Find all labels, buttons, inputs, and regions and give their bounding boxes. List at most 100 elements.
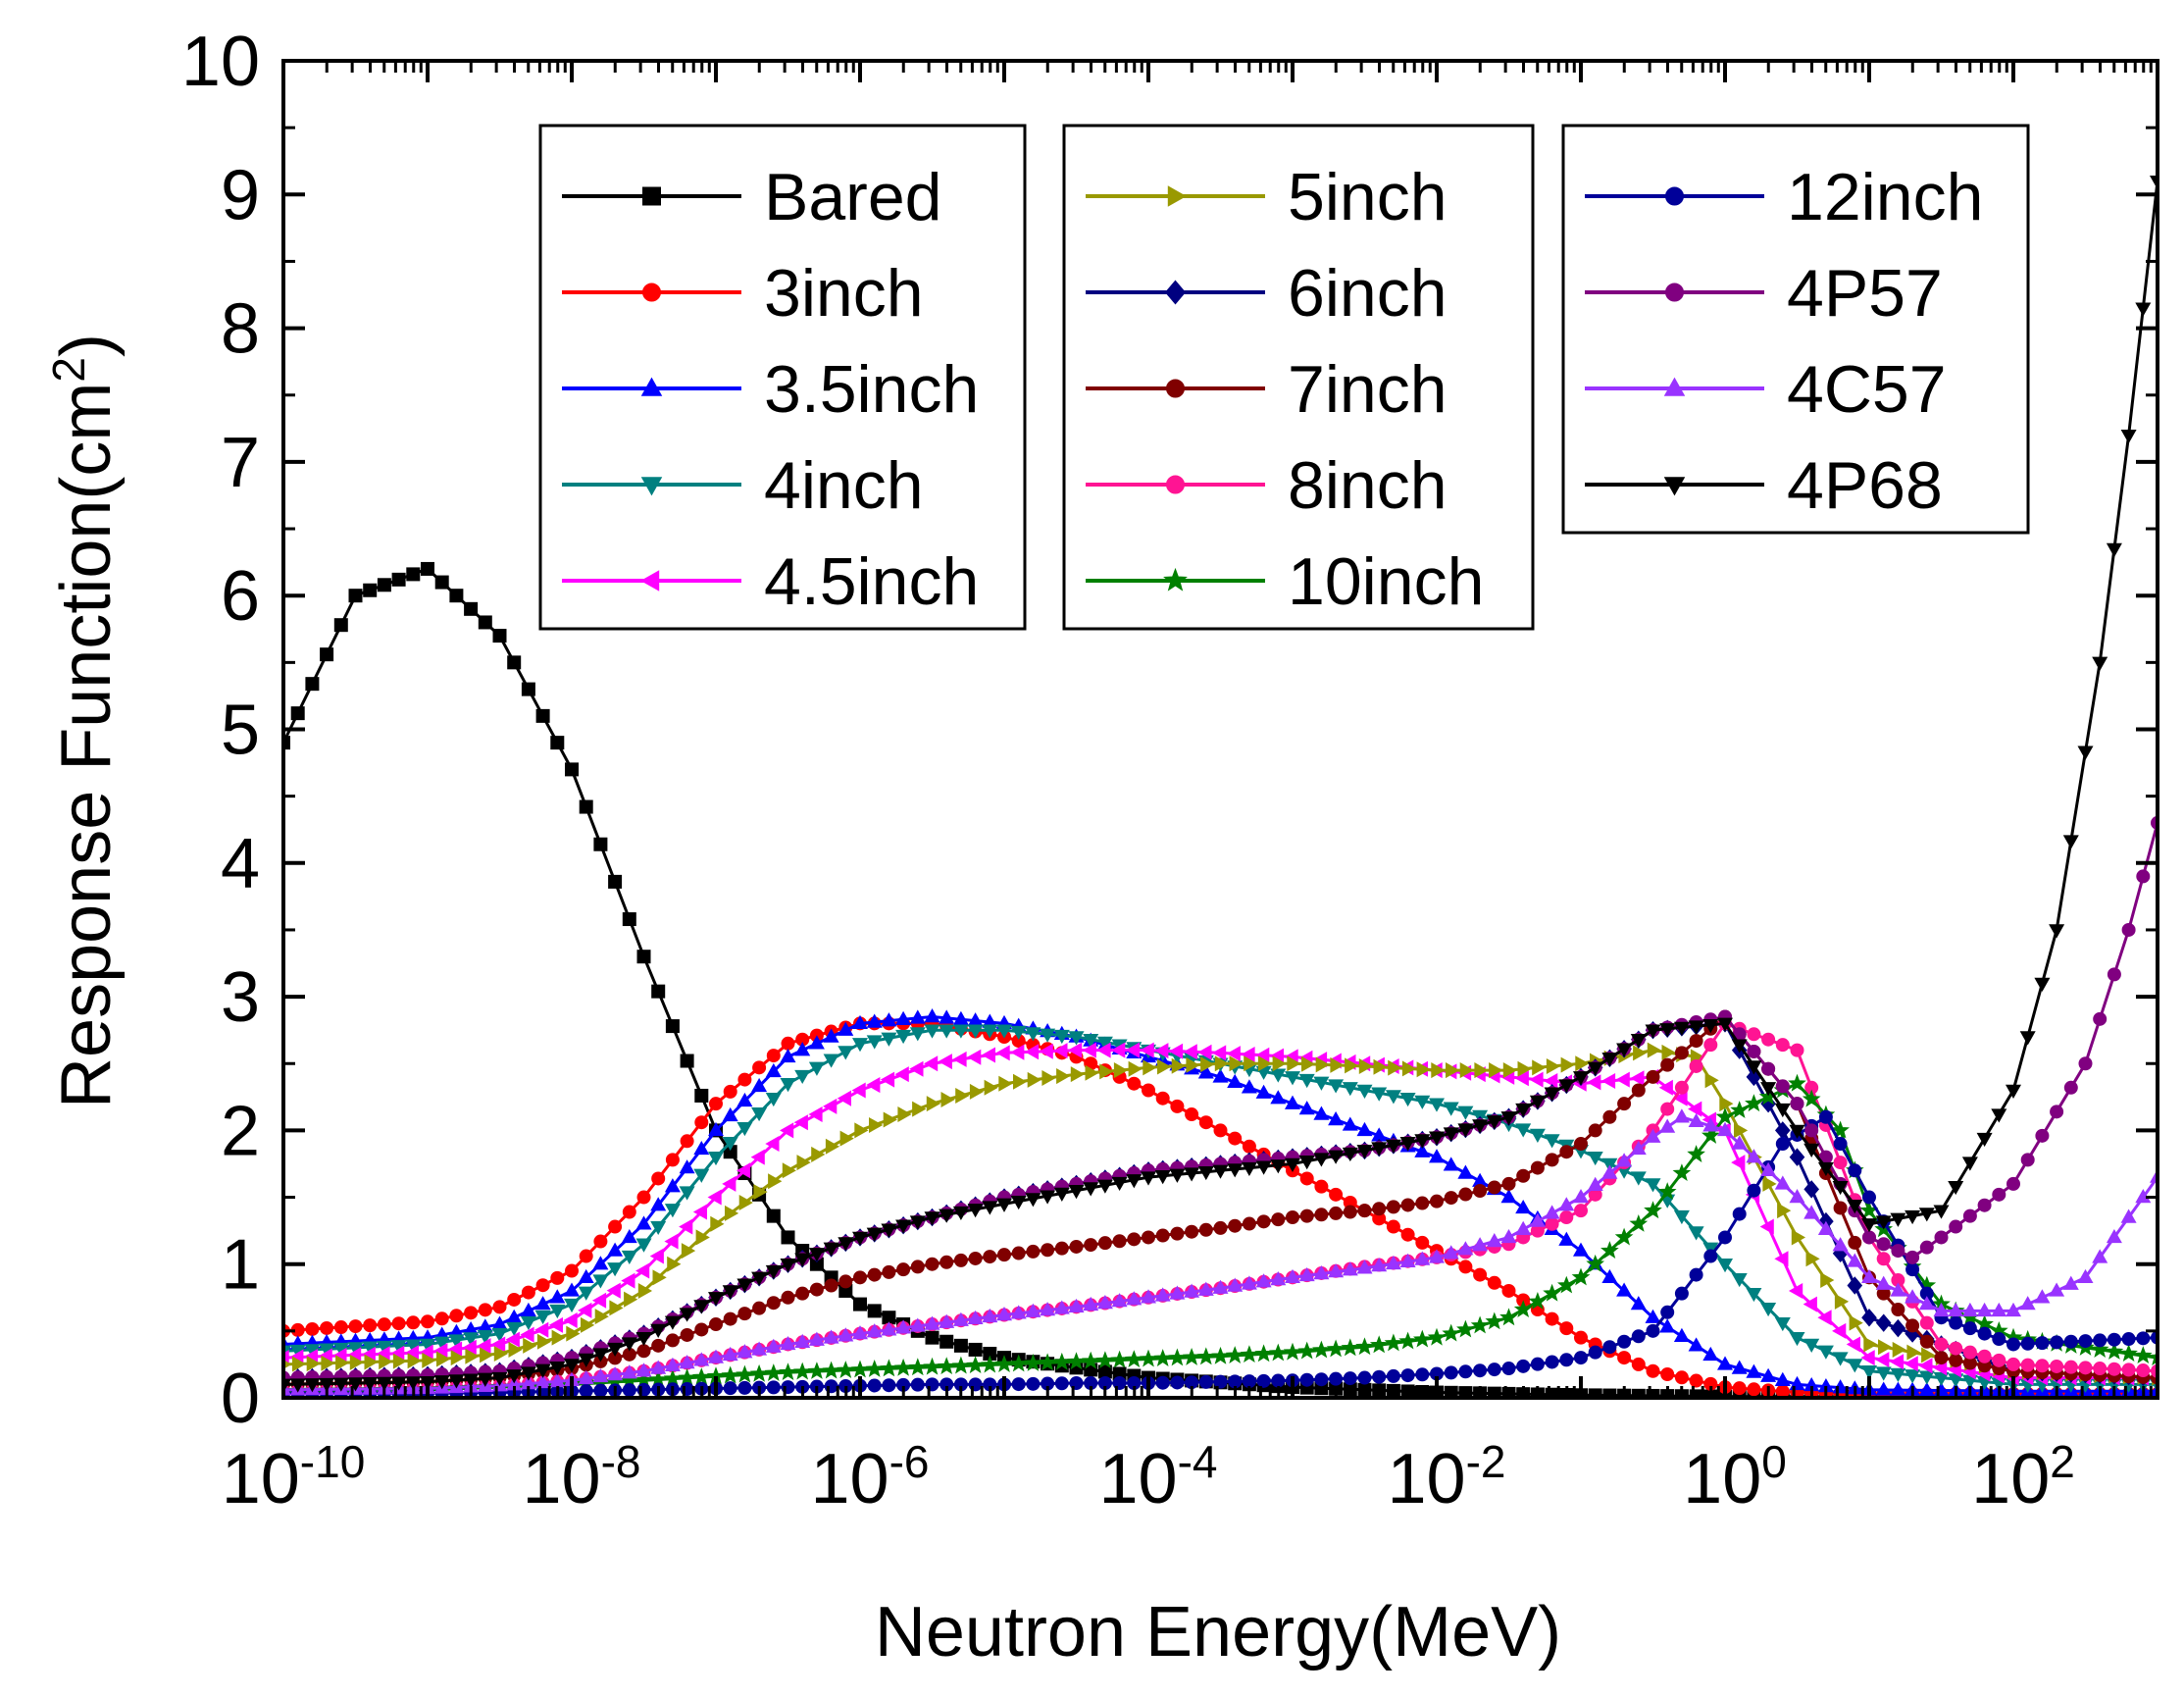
data-point [780, 1259, 796, 1273]
data-point [764, 1363, 784, 1381]
data-point [1427, 1327, 1447, 1346]
data-point [822, 1361, 840, 1379]
data-point [808, 1331, 825, 1346]
legend-item: 4C57 [1585, 352, 1947, 427]
data-point [1472, 1237, 1489, 1252]
data-point [563, 1359, 581, 1373]
data-point [649, 1248, 664, 1264]
data-point [1718, 1230, 1732, 1245]
data-point [1588, 1123, 1602, 1138]
data-point [1385, 1255, 1401, 1270]
data-point [709, 1097, 723, 1111]
data-point [2092, 656, 2108, 671]
data-point [2049, 1282, 2065, 1297]
data-point [967, 1204, 984, 1218]
data-point [953, 1253, 968, 1267]
data-point [1774, 1103, 1791, 1118]
data-point [1026, 1376, 1041, 1391]
data-point [1140, 1042, 1154, 1058]
data-point [636, 1190, 651, 1205]
data-point [1142, 1230, 1155, 1245]
data-point [1010, 1305, 1027, 1319]
data-point [421, 561, 434, 576]
data-point [289, 1378, 306, 1393]
data-point [766, 1296, 781, 1311]
data-point [881, 1012, 897, 1027]
data-point [1472, 1119, 1489, 1134]
data-point [1052, 1352, 1072, 1370]
data-point [1328, 1150, 1345, 1164]
data-point [1674, 1370, 1689, 1385]
data-point [924, 1024, 940, 1039]
data-point [1790, 1097, 1804, 1111]
data-point [1630, 1070, 1645, 1087]
data-point [1746, 1363, 1762, 1378]
data-point [2020, 1336, 2035, 1351]
data-point [1197, 1064, 1214, 1079]
data-point [1500, 1189, 1517, 1204]
legend-label: 4C57 [1787, 352, 1947, 427]
data-point [823, 1098, 838, 1114]
data-point [2049, 924, 2065, 939]
data-point [608, 1219, 623, 1234]
data-point [1949, 1219, 1963, 1234]
data-point [1457, 1164, 1474, 1179]
data-point [722, 1136, 738, 1152]
data-point [1586, 1254, 1605, 1272]
data-point [1314, 1179, 1329, 1194]
data-point [1168, 1348, 1187, 1366]
data-point [1213, 1374, 1228, 1389]
data-point [1949, 1315, 1963, 1330]
data-point [1414, 1251, 1431, 1265]
data-point [1443, 1127, 1459, 1142]
data-point [1068, 1031, 1085, 1046]
data-point [909, 1215, 926, 1230]
data-point [1458, 1364, 1473, 1379]
data-point [1617, 1334, 1632, 1349]
data-point [1556, 1275, 1576, 1294]
y-tick-label: 10 [181, 23, 260, 101]
data-point [1038, 1353, 1057, 1371]
data-point [565, 1263, 579, 1278]
data-point [1890, 1282, 1906, 1297]
data-point [1789, 1189, 1805, 1204]
data-point [1601, 1053, 1618, 1067]
y-tick-label: 7 [221, 424, 260, 502]
data-point [320, 647, 334, 662]
data-point [2119, 1344, 2138, 1363]
data-point [1558, 1197, 1575, 1211]
data-point [1356, 1084, 1373, 1100]
data-point [1802, 1089, 1821, 1107]
data-point [478, 615, 492, 630]
data-point [1674, 1080, 1689, 1095]
data-point [505, 1331, 520, 1348]
data-point [478, 1303, 492, 1317]
data-point [1197, 1165, 1214, 1181]
data-point [2019, 1296, 2036, 1311]
data-point [549, 1361, 566, 1376]
data-point [2050, 1335, 2064, 1350]
data-point [1673, 1090, 1688, 1106]
data-point [2121, 1363, 2136, 1377]
data-point [707, 1189, 722, 1206]
data-point [520, 1326, 534, 1343]
data-point [1284, 1157, 1301, 1172]
legend-item: 3.5inch [562, 352, 979, 427]
data-point [1617, 1351, 1632, 1365]
data-point [1400, 1198, 1415, 1212]
data-point [665, 1019, 680, 1034]
data-point [667, 1256, 682, 1272]
data-point [392, 1353, 408, 1369]
data-point [924, 1055, 939, 1072]
data-point [1631, 1329, 1646, 1344]
data-point [910, 1260, 925, 1274]
data-point [723, 1084, 737, 1099]
data-point [1789, 1148, 1805, 1166]
data-point [981, 1047, 995, 1063]
data-point [1934, 1230, 1949, 1245]
data-point [1645, 1128, 1661, 1143]
data-point [1688, 1020, 1704, 1035]
data-point [421, 1314, 434, 1329]
data-point [838, 1046, 854, 1060]
data-point [995, 1024, 1013, 1039]
